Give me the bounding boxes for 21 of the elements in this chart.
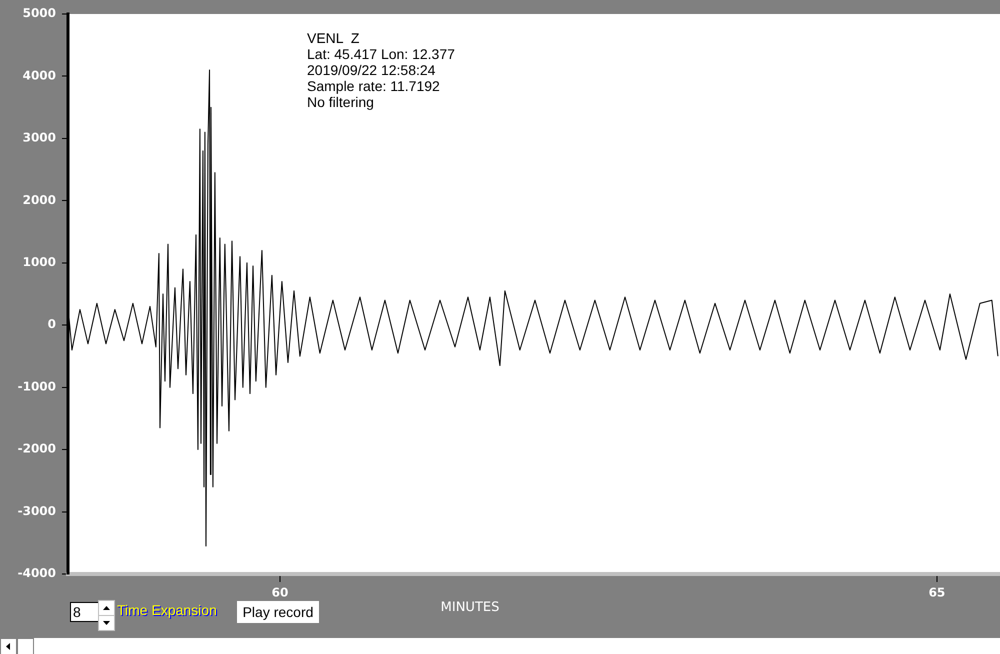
y-tick-label: 0 (48, 317, 56, 332)
y-tick-label: -1000 (18, 379, 56, 394)
number-field: 8 (70, 602, 99, 622)
annotation: Lat: 45.417 Lon: 12.377 (307, 46, 456, 62)
y-tick-label: 1000 (22, 255, 56, 270)
y-tick-label: -4000 (18, 566, 56, 580)
y-tick-label: 2000 (22, 192, 56, 207)
annotation: No filtering (307, 94, 374, 110)
x-tick-label: 65 (928, 585, 946, 600)
annotation: 2019/09/22 12:58:24 (307, 62, 436, 78)
y-tick-label: 5000 (22, 6, 56, 20)
annotation: VENL Z (307, 30, 360, 46)
annotation: Sample rate: 11.7192 (307, 78, 440, 94)
text: Time Expansion (117, 602, 217, 618)
x-axis-title: MINUTES (440, 600, 500, 615)
x-tick-label: 60 (272, 585, 288, 600)
play-record-button: Play record (237, 601, 319, 623)
y-tick-label: 3000 (22, 130, 56, 145)
y-tick-label: -3000 (18, 504, 56, 518)
y-tick-label: 4000 (22, 68, 56, 82)
y-tick-label: -2000 (18, 442, 56, 456)
